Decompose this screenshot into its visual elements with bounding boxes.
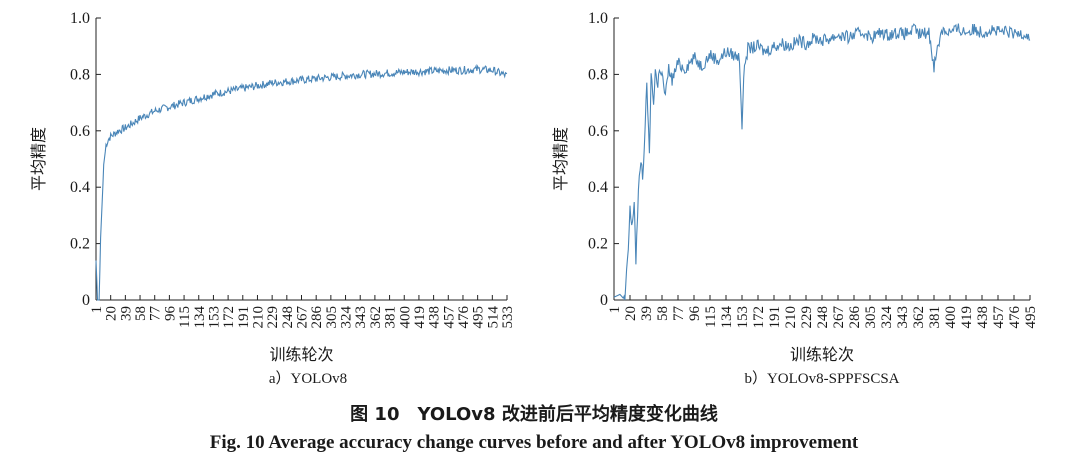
x-tick-label: 229	[799, 306, 815, 329]
x-tick-label: 172	[751, 306, 767, 329]
y-tick-label: 0.4	[588, 179, 608, 196]
x-tick-label: 153	[735, 306, 751, 329]
x-tick-label: 134	[719, 306, 735, 329]
figure-caption-chinese: 图 10 YOLOv8 改进前后平均精度变化曲线	[350, 404, 718, 425]
x-tick-label: 305	[324, 306, 340, 329]
x-tick-label: 39	[639, 306, 655, 321]
x-tick-label: 533	[500, 306, 516, 329]
x-tick-label: 267	[831, 306, 847, 329]
chart-panel-a: 0 0.2 0.4 0.6 0.8 1.0 120395877961151341531721…	[29, 10, 516, 387]
y-tick-label: 0.8	[588, 66, 608, 83]
chart-subtitle: a）YOLOv8	[269, 370, 347, 387]
x-tick-label: 1	[89, 306, 105, 314]
x-tick-label: 248	[815, 306, 831, 329]
x-tick-label: 362	[368, 306, 384, 329]
x-tick-label: 400	[397, 306, 413, 329]
x-tick-label: 419	[412, 306, 428, 329]
chart-panel-b: 0 0.2 0.4 0.6 0.8 1.0 1 20 39 58 77 96 115 134 153 172 1…	[551, 10, 1039, 387]
y-tick-label: 0	[600, 292, 608, 309]
x-tick-label: 419	[959, 306, 975, 329]
x-tick-label: 77	[148, 306, 164, 322]
y-tick-label: 1.0	[588, 10, 608, 27]
x-tick-label: 20	[623, 306, 639, 321]
x-tick-label: 153	[206, 306, 222, 329]
x-tick-label: 115	[177, 306, 193, 328]
x-tick-label: 324	[879, 306, 895, 329]
y-axis-title: 平均精度	[551, 127, 570, 191]
x-tick-label: 343	[353, 306, 369, 329]
x-tick-label: 324	[339, 306, 355, 329]
figure-caption-english: Fig. 10 Average accuracy change curves b…	[209, 432, 859, 453]
x-tick-label: 172	[221, 306, 237, 329]
x-tick-label: 305	[863, 306, 879, 329]
chart-subtitle: b）YOLOv8-SPPFSCSA	[744, 370, 899, 387]
x-tick-label: 210	[250, 306, 266, 329]
x-tick-label: 248	[280, 306, 296, 329]
x-tick-label: 514	[485, 306, 501, 329]
series-line	[95, 63, 508, 301]
x-tick-label: 134	[192, 306, 208, 329]
figure-charts: 00.20.40.60.81.0120395877961151341531721…	[29, 10, 1039, 387]
x-tick-label: 286	[309, 306, 325, 329]
y-axis-title: 平均精度	[29, 127, 48, 191]
y-tick-label: 0.6	[70, 123, 90, 140]
x-tick-label: 457	[991, 306, 1007, 329]
x-tick-label: 58	[655, 306, 671, 321]
x-tick-label: 229	[265, 306, 281, 329]
y-tick-label: 1.0	[70, 10, 90, 27]
x-axis-title: 训练轮次	[790, 345, 854, 364]
x-tick-label: 286	[847, 306, 863, 329]
x-tick-label: 381	[927, 306, 943, 329]
x-tick-label: 495	[471, 306, 487, 329]
x-tick-label: 476	[456, 306, 472, 329]
y-tick-label: 0	[82, 292, 90, 309]
x-tick-label: 457	[441, 306, 457, 329]
x-tick-label: 20	[104, 306, 120, 321]
x-tick-label: 58	[133, 306, 149, 321]
x-tick-label: 362	[911, 306, 927, 329]
x-tick-label: 1	[607, 306, 623, 314]
x-tick-label: 210	[783, 306, 799, 329]
y-tick-label: 0.2	[70, 236, 90, 253]
x-tick-label: 438	[427, 306, 443, 329]
x-tick-label: 438	[975, 306, 991, 329]
x-tick-label: 191	[236, 306, 252, 329]
x-axis-title: 训练轮次	[269, 345, 333, 364]
x-tick-label: 39	[118, 306, 134, 321]
x-tick-label: 400	[943, 306, 959, 329]
series-line	[613, 23, 1031, 301]
x-tick-label: 343	[895, 306, 911, 329]
x-tick-label: 96	[162, 306, 178, 322]
x-tick-label: 381	[383, 306, 399, 329]
x-tick-label: 267	[295, 306, 311, 329]
y-tick-label: 0.8	[70, 66, 90, 83]
x-tick-label: 115	[703, 306, 719, 328]
x-tick-label: 191	[767, 306, 783, 329]
y-tick-label: 0.6	[588, 123, 608, 140]
x-tick-label: 77	[671, 306, 687, 322]
y-tick-label: 0.4	[70, 179, 90, 196]
x-tick-label: 476	[1007, 306, 1023, 329]
x-tick-label: 96	[687, 306, 703, 322]
x-tick-label: 495	[1023, 306, 1039, 329]
y-tick-label: 0.2	[588, 236, 608, 253]
